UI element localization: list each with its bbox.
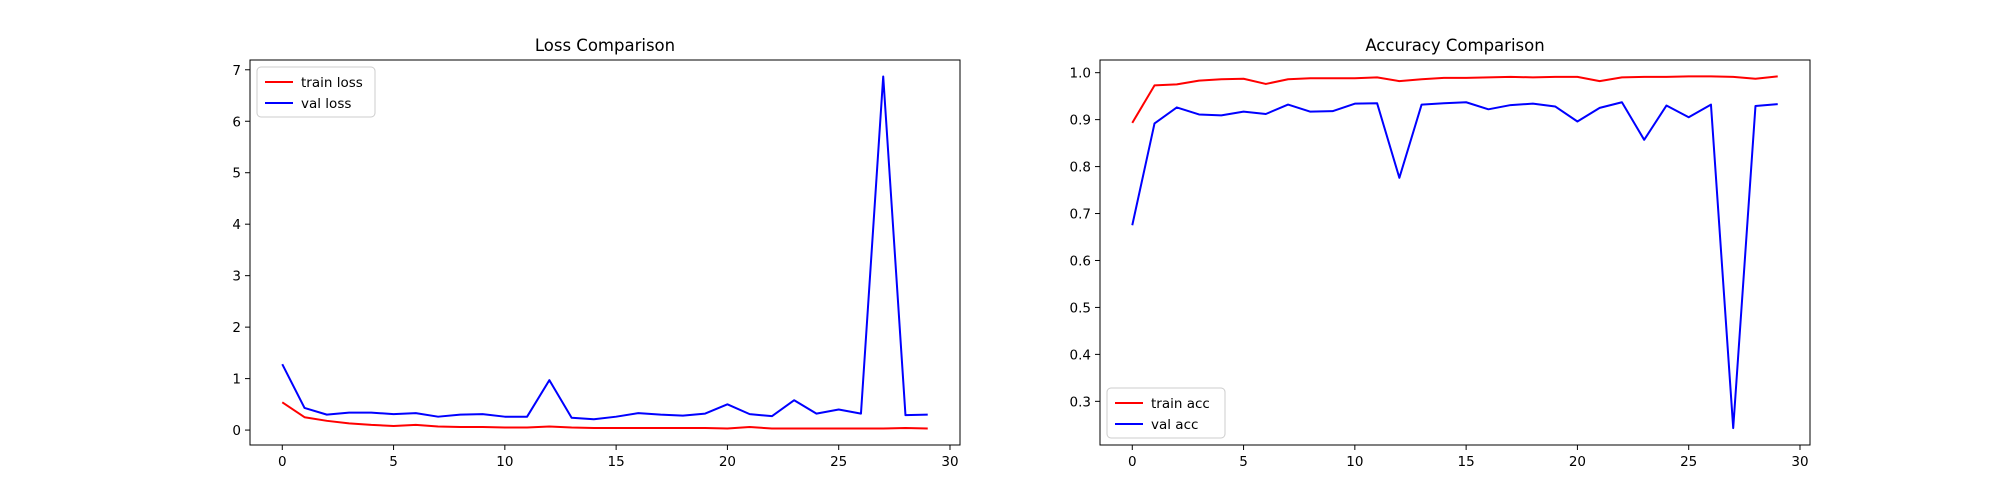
chart-1-x-tick-label: 0 bbox=[1128, 454, 1137, 470]
chart-0-y-tick-label: 2 bbox=[232, 320, 241, 336]
chart-0-y-tick-label: 5 bbox=[232, 166, 241, 182]
chart-1-y-tick-label: 0.8 bbox=[1070, 160, 1091, 176]
chart-0-y-tick-label: 4 bbox=[232, 217, 241, 233]
chart-1-x-tick-label: 25 bbox=[1680, 454, 1697, 470]
chart-1-x-tick-label: 10 bbox=[1346, 454, 1363, 470]
chart-0-y-tick-label: 7 bbox=[232, 63, 241, 79]
val-loss-line bbox=[281, 75, 928, 421]
loss-comparison-chart: Loss Comparison 0 5 10 15 20 25 30 0 1 2 3 4 5 6 7 train… bbox=[232, 36, 961, 470]
train-acc-legend-label: train acc bbox=[1151, 396, 1210, 412]
chart-0-x-tick-label: 15 bbox=[608, 454, 625, 470]
chart-1-title: Accuracy Comparison bbox=[1365, 36, 1544, 55]
chart-0-x-tick-label: 25 bbox=[830, 454, 847, 470]
chart-1-y-tick-label: 0.6 bbox=[1070, 253, 1091, 269]
chart-1-axes-frame bbox=[1099, 59, 1811, 446]
val-acc-line bbox=[1131, 101, 1778, 430]
chart-1-legend-box bbox=[1106, 387, 1226, 439]
train-loss-legend-label: train loss bbox=[301, 75, 363, 91]
chart-0-y-tick-label: 1 bbox=[232, 372, 241, 388]
chart-0-legend: train loss val loss bbox=[256, 66, 376, 118]
val-loss-legend-label: val loss bbox=[301, 96, 351, 112]
chart-1-y-tick-label: 0.9 bbox=[1070, 113, 1091, 129]
chart-0-y-tick-label: 6 bbox=[232, 114, 241, 130]
chart-1-legend: train acc val acc bbox=[1106, 387, 1226, 439]
chart-0-x-tick-label: 5 bbox=[389, 454, 398, 470]
chart-1-y-tick-label: 0.4 bbox=[1070, 347, 1091, 363]
chart-0-legend-box bbox=[256, 66, 376, 118]
train-acc-line bbox=[1131, 75, 1778, 124]
chart-0-x-tick-label: 10 bbox=[496, 454, 513, 470]
chart-1-y-tick-label: 0.5 bbox=[1070, 300, 1091, 316]
train-loss-line bbox=[281, 401, 928, 430]
chart-1-x-tick-label: 5 bbox=[1239, 454, 1248, 470]
val-acc-legend-label: val acc bbox=[1151, 417, 1198, 433]
accuracy-comparison-chart: Accuracy Comparison 0 5 10 15 20 25 30 0.3 0.4 0.5… bbox=[1070, 36, 1811, 470]
chart-1-y-tick-label: 0.3 bbox=[1070, 394, 1091, 410]
chart-0-x-tick-label: 20 bbox=[719, 454, 736, 470]
chart-1-x-tick-label: 15 bbox=[1458, 454, 1475, 470]
chart-0-x-tick-label: 30 bbox=[941, 454, 958, 470]
chart-0-title: Loss Comparison bbox=[535, 36, 675, 55]
chart-1-x-tick-label: 20 bbox=[1569, 454, 1586, 470]
chart-0-axes-frame bbox=[249, 59, 961, 446]
chart-0-y-tick-label: 0 bbox=[232, 423, 241, 439]
chart-1-x-tick-label: 30 bbox=[1791, 454, 1808, 470]
chart-1-y-tick-label: 1.0 bbox=[1070, 66, 1091, 82]
chart-0-y-tick-label: 3 bbox=[232, 269, 241, 285]
chart-0-x-tick-label: 0 bbox=[278, 454, 287, 470]
chart-1-y-tick-label: 0.7 bbox=[1070, 207, 1091, 223]
